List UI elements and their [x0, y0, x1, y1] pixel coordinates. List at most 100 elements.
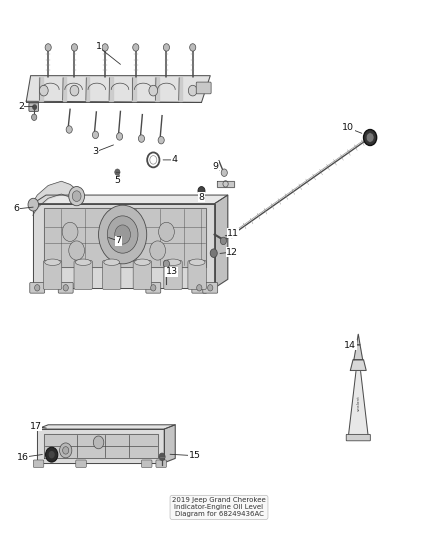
Circle shape — [45, 44, 51, 51]
Circle shape — [63, 447, 69, 454]
FancyBboxPatch shape — [141, 460, 152, 467]
FancyBboxPatch shape — [102, 261, 121, 289]
FancyBboxPatch shape — [196, 82, 211, 94]
Circle shape — [159, 453, 165, 461]
Text: 14: 14 — [344, 341, 357, 350]
Ellipse shape — [165, 259, 181, 265]
Text: 1: 1 — [95, 43, 102, 51]
FancyBboxPatch shape — [203, 282, 218, 293]
Polygon shape — [179, 77, 182, 101]
Circle shape — [210, 249, 217, 257]
Circle shape — [71, 44, 78, 51]
Circle shape — [221, 169, 227, 176]
Circle shape — [159, 222, 174, 241]
Ellipse shape — [189, 259, 205, 265]
FancyBboxPatch shape — [76, 460, 86, 467]
FancyBboxPatch shape — [146, 282, 161, 293]
Polygon shape — [37, 429, 164, 463]
Text: 10: 10 — [342, 124, 354, 132]
Polygon shape — [44, 208, 206, 266]
Circle shape — [158, 136, 164, 144]
Polygon shape — [164, 425, 175, 463]
Text: 4: 4 — [171, 156, 177, 164]
Polygon shape — [44, 434, 158, 458]
Circle shape — [92, 131, 99, 139]
Circle shape — [150, 241, 166, 260]
Circle shape — [102, 44, 108, 51]
Circle shape — [69, 241, 85, 260]
Circle shape — [163, 44, 170, 51]
Ellipse shape — [75, 259, 91, 265]
Text: 2: 2 — [18, 102, 24, 111]
Circle shape — [93, 436, 104, 449]
Circle shape — [33, 105, 36, 109]
Circle shape — [366, 133, 374, 142]
Polygon shape — [37, 425, 175, 429]
Circle shape — [197, 285, 202, 291]
Circle shape — [62, 222, 78, 241]
Circle shape — [63, 285, 68, 291]
FancyBboxPatch shape — [192, 282, 207, 293]
Circle shape — [115, 169, 120, 175]
Polygon shape — [86, 77, 89, 101]
FancyBboxPatch shape — [188, 261, 206, 289]
Circle shape — [72, 191, 81, 201]
Text: 12: 12 — [226, 248, 238, 256]
Circle shape — [46, 447, 58, 462]
FancyBboxPatch shape — [29, 103, 39, 111]
Text: 15: 15 — [189, 451, 201, 460]
Circle shape — [49, 451, 55, 458]
Polygon shape — [26, 76, 210, 102]
FancyBboxPatch shape — [30, 282, 45, 293]
Text: 11: 11 — [227, 229, 239, 238]
Polygon shape — [33, 204, 215, 288]
Polygon shape — [357, 334, 360, 345]
Text: 6: 6 — [14, 205, 20, 213]
Circle shape — [99, 205, 147, 264]
Polygon shape — [39, 77, 43, 101]
Circle shape — [115, 225, 131, 244]
Polygon shape — [354, 345, 363, 360]
Polygon shape — [155, 77, 159, 101]
Text: 7: 7 — [115, 237, 121, 245]
Circle shape — [198, 187, 205, 195]
Circle shape — [39, 85, 48, 96]
Text: 3: 3 — [92, 148, 99, 156]
FancyBboxPatch shape — [58, 282, 73, 293]
Circle shape — [117, 133, 123, 140]
Polygon shape — [350, 360, 366, 370]
Text: 2019 Jeep Grand Cherokee
Indicator-Engine Oil Level
Diagram for 68249436AC: 2019 Jeep Grand Cherokee Indicator-Engin… — [172, 497, 266, 518]
FancyBboxPatch shape — [33, 460, 44, 467]
Circle shape — [60, 443, 72, 458]
Circle shape — [151, 285, 156, 291]
Circle shape — [190, 44, 196, 51]
Circle shape — [208, 285, 213, 291]
Polygon shape — [348, 370, 368, 436]
Circle shape — [188, 85, 197, 96]
Text: 5: 5 — [114, 176, 120, 185]
Polygon shape — [215, 195, 228, 288]
FancyBboxPatch shape — [164, 261, 182, 289]
Polygon shape — [109, 77, 113, 101]
Text: 13: 13 — [166, 268, 178, 276]
Circle shape — [364, 130, 377, 146]
Circle shape — [107, 216, 138, 253]
Circle shape — [133, 44, 139, 51]
Ellipse shape — [45, 259, 60, 265]
Text: 9: 9 — [212, 162, 219, 171]
Ellipse shape — [104, 259, 120, 265]
Text: 8: 8 — [198, 193, 205, 201]
Circle shape — [138, 135, 145, 142]
Text: 16: 16 — [17, 453, 29, 462]
Polygon shape — [63, 77, 66, 101]
Polygon shape — [132, 77, 136, 101]
Circle shape — [32, 114, 37, 120]
FancyBboxPatch shape — [346, 434, 370, 441]
Circle shape — [28, 198, 39, 211]
Polygon shape — [33, 195, 228, 204]
Polygon shape — [217, 181, 234, 187]
Circle shape — [163, 260, 170, 268]
Text: sealant: sealant — [356, 395, 360, 411]
FancyBboxPatch shape — [133, 261, 152, 289]
FancyBboxPatch shape — [156, 460, 166, 467]
